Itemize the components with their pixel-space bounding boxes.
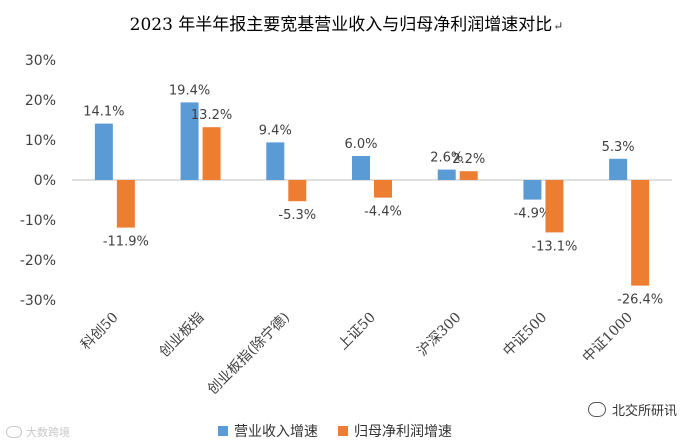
- x-tick-label: 创业板指: [156, 310, 207, 361]
- bar-revenue: [523, 180, 542, 200]
- legend: 营业收入增速 归母净利润增速: [218, 421, 472, 441]
- bar-profit: [545, 180, 564, 233]
- y-tick-label: 20%: [25, 93, 56, 109]
- chart-title: 2023 年半年报主要宽基营业收入与归母净利润增速对比↵: [0, 10, 693, 35]
- wechat-icon: [587, 402, 606, 417]
- watermark-right-text: 北交所研讯: [611, 404, 677, 419]
- data-label: -26.4%: [617, 293, 663, 308]
- legend-item-profit: 归母净利润增速: [338, 421, 452, 441]
- x-tick-label: 创业板指(除宁德): [204, 309, 293, 398]
- data-label: 19.4%: [169, 83, 210, 98]
- data-label: 14.1%: [83, 105, 124, 120]
- y-tick-label: -30%: [20, 293, 56, 309]
- bar-revenue: [437, 169, 456, 180]
- legend-label-profit: 归母净利润增速: [354, 424, 452, 440]
- watermark-left-text: 大数跨境: [26, 426, 70, 439]
- x-tick-label: 中证1000: [580, 310, 636, 366]
- data-label: 5.3%: [602, 140, 635, 155]
- bar-profit: [459, 171, 478, 180]
- y-tick-label: 0%: [34, 173, 56, 189]
- x-tick-label: 中证500: [500, 310, 550, 360]
- x-tick-label: 沪深300: [415, 310, 465, 360]
- bar-profit: [631, 180, 650, 286]
- watermark-right: 北交所研讯: [587, 400, 677, 419]
- data-label: -13.1%: [531, 239, 577, 254]
- return-mark: ↵: [553, 19, 564, 33]
- y-tick-label: 30%: [25, 53, 56, 69]
- legend-swatch-profit: [338, 426, 348, 436]
- y-tick-label: -20%: [20, 253, 56, 269]
- data-label: 2.2%: [452, 152, 485, 167]
- data-label: 2.6%: [430, 151, 463, 166]
- bar-revenue: [180, 102, 199, 180]
- chart-title-text: 2023 年半年报主要宽基营业收入与归母净利润增速对比: [129, 15, 553, 35]
- watermark-logo-icon: [6, 426, 22, 438]
- y-tick-label: -10%: [20, 213, 56, 229]
- bar-profit: [202, 127, 221, 180]
- legend-label-revenue: 营业收入增速: [234, 424, 318, 440]
- watermark-left: 大数跨境: [6, 424, 70, 440]
- data-label: 13.2%: [191, 108, 232, 123]
- data-label: 9.4%: [259, 123, 292, 138]
- bar-revenue: [94, 123, 113, 180]
- bar-profit: [374, 180, 392, 198]
- data-label: -4.9%: [514, 207, 552, 222]
- x-tick-label: 上证50: [335, 310, 379, 354]
- data-label: 6.0%: [344, 137, 377, 152]
- y-tick-label: 10%: [25, 133, 56, 149]
- data-label: -5.3%: [278, 208, 316, 223]
- data-label: -4.4%: [364, 205, 402, 220]
- bar-profit: [116, 180, 135, 228]
- bar-profit: [288, 180, 307, 202]
- data-label: -11.9%: [103, 235, 149, 250]
- legend-swatch-revenue: [218, 426, 228, 436]
- bar-revenue: [609, 158, 628, 180]
- bar-revenue: [352, 156, 370, 180]
- bar-revenue: [266, 142, 285, 180]
- legend-item-revenue: 营业收入增速: [218, 421, 318, 441]
- x-tick-label: 科创50: [78, 310, 122, 354]
